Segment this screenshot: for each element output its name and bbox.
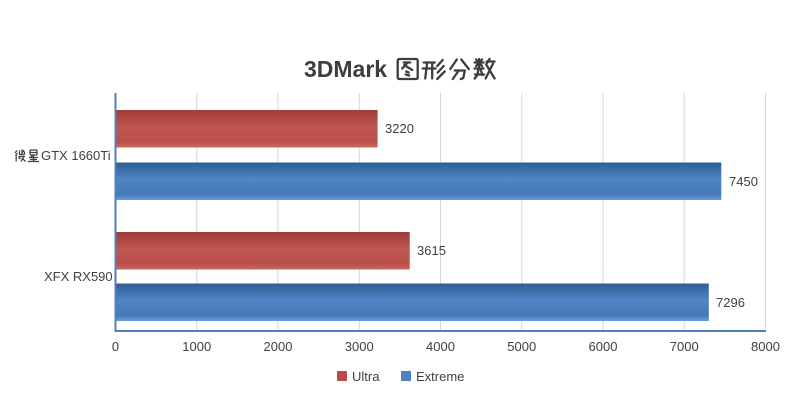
- svg-text:3615: 3615: [417, 243, 446, 258]
- svg-text:2000: 2000: [264, 339, 293, 354]
- svg-text:3000: 3000: [345, 339, 374, 354]
- svg-text:5000: 5000: [507, 339, 536, 354]
- svg-text:7000: 7000: [670, 339, 699, 354]
- svg-text:3DMark: 3DMark: [304, 56, 387, 82]
- svg-text:7450: 7450: [729, 174, 758, 189]
- svg-text:Ultra: Ultra: [352, 369, 380, 384]
- svg-text:1000: 1000: [182, 339, 211, 354]
- svg-text:4000: 4000: [426, 339, 455, 354]
- svg-text:XFX RX590: XFX RX590: [44, 269, 113, 284]
- svg-text:0: 0: [112, 339, 119, 354]
- svg-text:Extreme: Extreme: [416, 369, 464, 384]
- svg-text:8000: 8000: [751, 339, 780, 354]
- svg-text:GTX 1660Ti: GTX 1660Ti: [41, 148, 111, 163]
- svg-text:6000: 6000: [589, 339, 618, 354]
- svg-text:7296: 7296: [716, 295, 745, 310]
- svg-text:3220: 3220: [385, 121, 414, 136]
